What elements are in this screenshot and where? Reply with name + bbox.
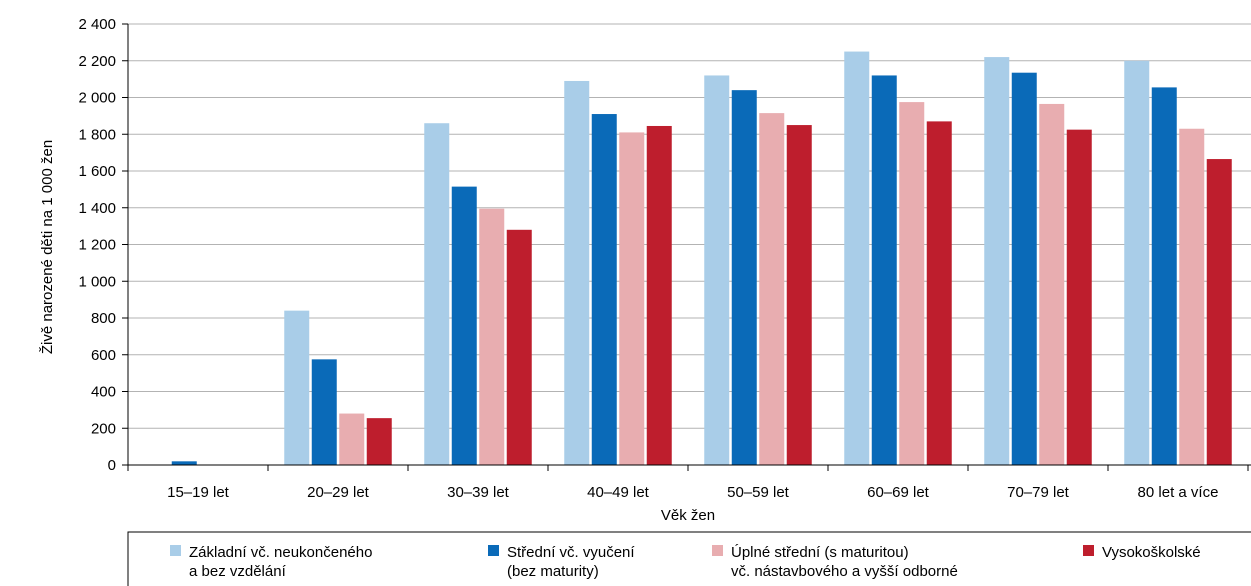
- bar: [1039, 103, 1065, 466]
- y-tick-label: 2 400: [78, 16, 116, 33]
- bar: [1179, 128, 1205, 466]
- legend-label: a bez vzdělání: [189, 563, 287, 580]
- legend-label: vč. nástavbového a vyšší odborné: [731, 563, 958, 580]
- bar: [1151, 87, 1177, 466]
- bar: [926, 121, 952, 465]
- bar: [171, 461, 197, 465]
- bar: [871, 75, 897, 465]
- y-tick-labels: 0 200 400 600 800 1 000 1 200 1 400 1 600 1 800 2 …: [78, 16, 116, 474]
- bar: [479, 208, 505, 465]
- legend-frame: [127, 531, 1251, 586]
- x-tick-label: 50–59 let: [727, 484, 790, 501]
- x-tick-label: 30–39 let: [447, 484, 510, 501]
- bar: [451, 186, 477, 465]
- y-axis-title: Živě narozené děti na 1 000 žen: [39, 140, 56, 354]
- bar: [646, 125, 672, 465]
- x-tick-label: 60–69 let: [867, 484, 930, 501]
- legend-label: (bez maturity): [507, 563, 599, 580]
- bar: [984, 57, 1010, 465]
- y-tick-label: 1 600: [78, 163, 116, 180]
- legend-swatch: [488, 545, 499, 556]
- y-tick-label: 200: [91, 420, 116, 437]
- bar: [366, 418, 392, 465]
- legend-label: Základní vč. neukončeného: [189, 544, 372, 561]
- x-tick-label: 80 let a více: [1138, 484, 1219, 501]
- legend-swatch: [1083, 545, 1094, 556]
- y-tick-label: 600: [91, 347, 116, 364]
- bar: [284, 310, 310, 465]
- y-tick-label: 0: [108, 457, 116, 474]
- bars: [171, 51, 1232, 466]
- x-axis-title: Věk žen: [661, 507, 715, 524]
- legend-swatch: [170, 545, 181, 556]
- y-tick-label: 2 200: [78, 53, 116, 70]
- legend-label: Střední vč. vyučení: [507, 544, 635, 561]
- bar: [899, 102, 925, 465]
- bar: [1124, 60, 1150, 465]
- x-tick-label: 40–49 let: [587, 484, 650, 501]
- bar: [339, 413, 365, 465]
- y-tick-label: 800: [91, 310, 116, 327]
- bar: [591, 114, 617, 465]
- bar: [786, 125, 812, 465]
- bar: [1206, 159, 1232, 465]
- bar: [844, 51, 870, 465]
- y-tick-label: 400: [91, 384, 116, 401]
- legend-label: Vysokoškolské: [1102, 544, 1201, 561]
- y-tick-label: 1 800: [78, 126, 116, 143]
- x-tick-labels: 15–19 let 20–29 let 30–39 let 40–49 let 50–5…: [167, 484, 1218, 501]
- bar: [1011, 72, 1037, 465]
- bar: [759, 113, 785, 466]
- bar: [1066, 129, 1092, 465]
- bar: [731, 90, 757, 466]
- legend-swatch: [712, 545, 723, 556]
- bar: [506, 229, 532, 465]
- x-tick-label: 15–19 let: [167, 484, 230, 501]
- y-tick-label: 1 000: [78, 273, 116, 290]
- y-tick-label: 1 400: [78, 200, 116, 217]
- y-tick-label: 2 000: [78, 90, 116, 107]
- axes: [122, 23, 1251, 471]
- bar: [311, 359, 337, 465]
- bar: [564, 80, 590, 466]
- bar: [704, 75, 730, 465]
- y-tick-label: 1 200: [78, 237, 116, 254]
- bar: [424, 123, 450, 465]
- legend-label: Úplné střední (s maturitou): [731, 544, 909, 561]
- legend: Základní vč. neukončeného a bez vzdělání S…: [127, 531, 1251, 586]
- bar: [619, 132, 645, 465]
- x-tick-label: 20–29 let: [307, 484, 370, 501]
- x-tick-label: 70–79 let: [1007, 484, 1070, 501]
